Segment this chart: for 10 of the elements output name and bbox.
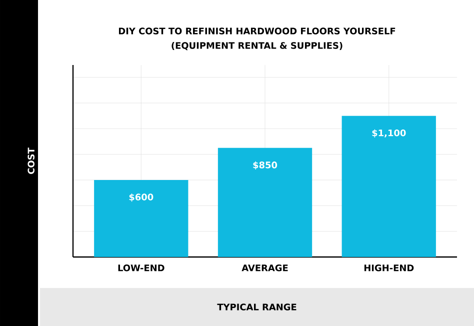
chart-title: DIY COST TO REFINISH HARDWOOD FLOORS YOURSELF — [118, 28, 396, 34]
data-label: $850 — [253, 161, 278, 170]
data-label: $1,100 — [372, 129, 406, 138]
x-tick-label: LOW-END — [118, 264, 164, 272]
data-label: $600 — [129, 193, 154, 202]
y-axis-title: COST — [28, 148, 34, 174]
chart-subtitle: (EQUIPMENT RENTAL & SUPPLIES) — [172, 42, 342, 50]
x-axis-title: TYPICAL RANGE — [217, 304, 296, 310]
x-tick-label: HIGH-END — [364, 264, 414, 272]
x-tick-label: AVERAGE — [242, 264, 288, 272]
